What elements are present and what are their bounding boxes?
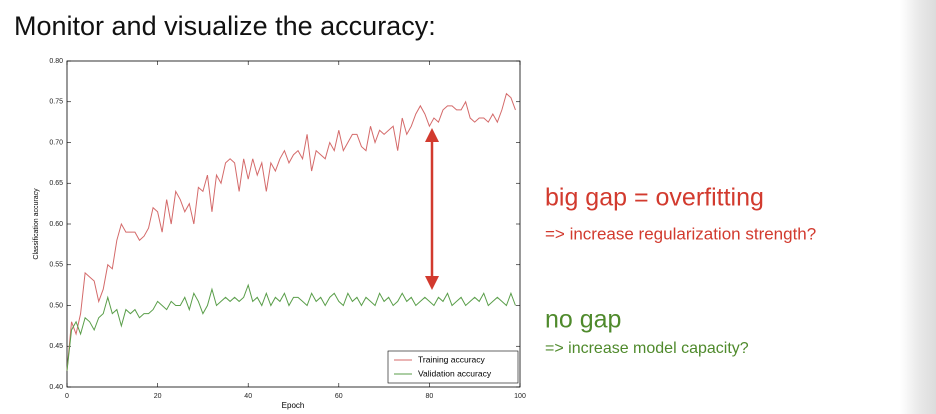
series-line xyxy=(66,92,516,371)
x-tick-label: 80 xyxy=(426,393,434,400)
y-tick-label: 0.60 xyxy=(49,221,63,228)
annotation: no gap xyxy=(545,306,621,334)
x-tick-label: 40 xyxy=(244,393,252,400)
y-tick-label: 0.75 xyxy=(49,99,63,106)
x-tick-label: 100 xyxy=(514,393,526,400)
x-tick-label: 20 xyxy=(154,393,162,400)
y-tick-label: 0.55 xyxy=(49,262,63,269)
y-axis-label: Classification accuracy xyxy=(33,188,40,260)
y-tick-label: 0.40 xyxy=(49,384,63,391)
y-tick-label: 0.45 xyxy=(49,343,63,350)
series-line xyxy=(66,283,516,371)
legend xyxy=(387,350,519,384)
slide-title: Monitor and visualize the accuracy: xyxy=(14,11,436,41)
y-tick-label: 0.65 xyxy=(49,180,63,187)
annotation: big gap = overfitting xyxy=(545,184,764,212)
legend-label: Validation accuracy xyxy=(418,368,492,378)
y-tick-label: 0.70 xyxy=(49,139,63,146)
y-tick-label: 0.80 xyxy=(49,58,63,65)
x-tick-label: 60 xyxy=(335,393,343,400)
x-axis-label: Epoch xyxy=(282,401,305,410)
annotation: => increase regularization strength? xyxy=(545,224,816,243)
x-tick-label: 0 xyxy=(65,393,69,400)
plot-area xyxy=(66,60,521,388)
legend-label: Training accuracy xyxy=(418,354,486,364)
gap-arrow xyxy=(425,128,439,290)
y-tick-label: 0.50 xyxy=(49,302,63,309)
annotation: => increase model capacity? xyxy=(545,340,749,357)
